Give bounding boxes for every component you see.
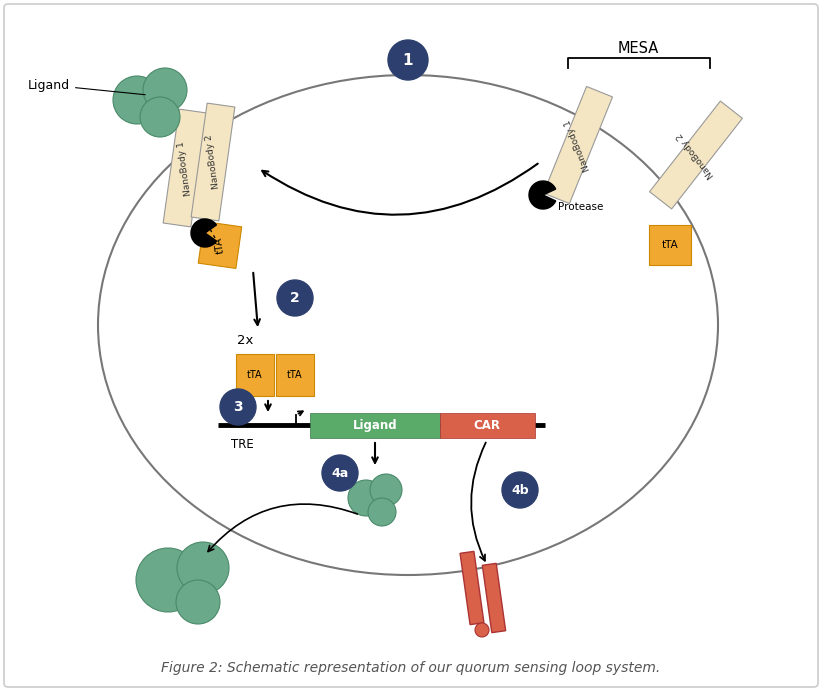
Text: tTA: tTA [287, 370, 302, 380]
Bar [198, 222, 242, 268]
Circle shape [176, 580, 220, 624]
Text: NanoBody 2: NanoBody 2 [205, 134, 221, 190]
Text: tTA: tTA [662, 240, 678, 250]
Text: NanoBody 1: NanoBody 1 [564, 118, 593, 172]
Text: Ligand: Ligand [353, 419, 397, 431]
Text: Protease: Protease [558, 202, 603, 212]
Bar [543, 86, 612, 204]
Circle shape [177, 542, 229, 594]
Bar [236, 354, 274, 396]
Circle shape [502, 472, 538, 508]
Circle shape [370, 474, 402, 506]
Bar [163, 109, 207, 227]
Circle shape [348, 480, 384, 516]
Text: NanoBody 2: NanoBody 2 [676, 131, 717, 180]
Text: CAR: CAR [473, 419, 501, 431]
Text: Figure 2: Schematic representation of our quorum sensing loop system.: Figure 2: Schematic representation of ou… [161, 661, 661, 675]
Bar [276, 354, 314, 396]
Text: 2x: 2x [237, 334, 253, 346]
Text: tTA: tTA [247, 370, 263, 380]
Bar [649, 225, 691, 265]
FancyBboxPatch shape [4, 4, 818, 687]
Circle shape [140, 97, 180, 137]
Wedge shape [529, 181, 556, 209]
Circle shape [113, 76, 161, 124]
Text: Ligand: Ligand [28, 79, 145, 95]
Circle shape [277, 280, 313, 316]
Text: 3: 3 [233, 400, 242, 414]
Circle shape [322, 455, 358, 491]
Circle shape [220, 389, 256, 425]
Bar [460, 551, 484, 625]
Bar [310, 413, 440, 438]
Circle shape [143, 68, 187, 112]
Text: 4a: 4a [331, 466, 349, 480]
Circle shape [388, 40, 428, 80]
Text: TRE: TRE [231, 438, 253, 451]
Circle shape [136, 548, 200, 612]
Bar [440, 413, 535, 438]
Text: MESA: MESA [617, 41, 658, 55]
Text: tTA: tTA [214, 236, 226, 254]
Circle shape [368, 498, 396, 526]
Text: 1: 1 [403, 53, 413, 68]
Text: 4b: 4b [511, 484, 529, 497]
Text: NanoBody 1: NanoBody 1 [177, 140, 193, 196]
Bar [192, 103, 235, 221]
Circle shape [475, 623, 489, 637]
Text: 2: 2 [290, 291, 300, 305]
Bar [483, 563, 506, 633]
Bar [649, 101, 742, 209]
Ellipse shape [98, 75, 718, 575]
Wedge shape [191, 219, 216, 247]
